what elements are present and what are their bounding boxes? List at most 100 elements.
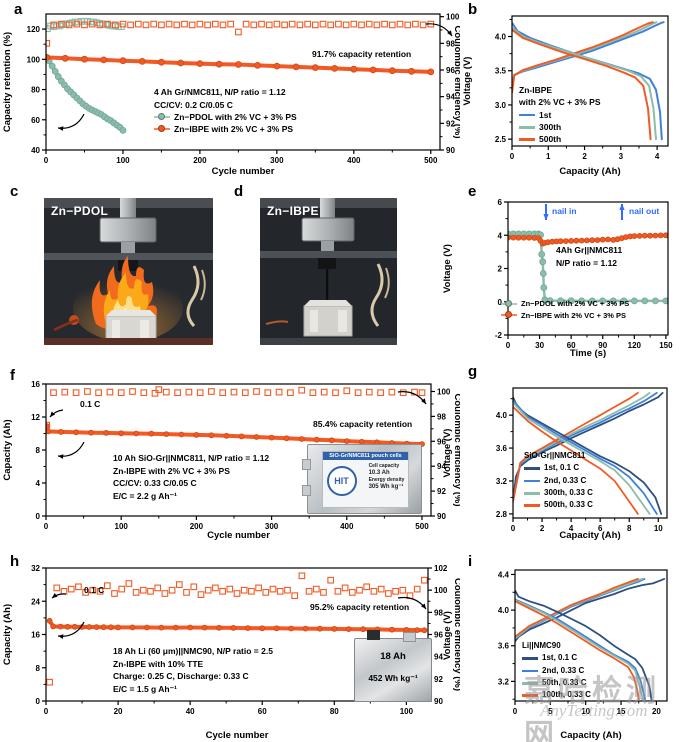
svg-text:-2: -2 xyxy=(495,331,503,340)
nail-test-no-fire-illustration xyxy=(260,198,397,345)
svg-text:Capacity (Ah): Capacity (Ah) xyxy=(559,166,620,177)
legend-label: 1st xyxy=(539,109,552,120)
svg-text:400: 400 xyxy=(347,156,361,165)
panel-e-letter: e xyxy=(468,183,477,200)
svg-text:100: 100 xyxy=(446,13,460,22)
svg-text:300: 300 xyxy=(265,522,279,531)
pouch-spec-energy-label: Energy density xyxy=(368,477,405,484)
svg-text:20: 20 xyxy=(652,707,661,716)
rate-note-h: 0.1 C xyxy=(84,585,105,595)
svg-text:2: 2 xyxy=(498,265,503,274)
svg-text:3: 3 xyxy=(619,152,624,161)
svg-text:60: 60 xyxy=(258,707,267,716)
svg-text:3.5: 3.5 xyxy=(495,67,507,76)
legend-marker-icon xyxy=(522,691,538,699)
legend-marker-icon xyxy=(519,135,535,143)
pouch-cell-label: SiO-Gr/NMC811 pouch cells HIT Cell capac… xyxy=(321,451,410,508)
cell-tab-silver-icon xyxy=(402,632,416,642)
conditions-e-line1: 4Ah Gr||NMC811 xyxy=(556,245,623,255)
svg-text:90: 90 xyxy=(598,341,607,350)
svg-text:0: 0 xyxy=(510,152,515,161)
legend-g-items: 1st, 0.1 C 2nd, 0.33 C 300th, 0.33 C 500th,… xyxy=(524,462,593,511)
svg-text:10: 10 xyxy=(581,707,590,716)
legend-label: 300th, 0.33 C xyxy=(544,487,593,497)
legend-e: Zn−PDOL with 2% VC + 3% PS Zn−IBPE with 2… xyxy=(501,298,629,321)
svg-text:8: 8 xyxy=(36,664,41,673)
prismatic-cell-inset: 18 Ah 452 Wh kg⁻¹ xyxy=(354,630,432,702)
nail-in-label: nail in xyxy=(552,206,577,216)
svg-text:500: 500 xyxy=(424,156,438,165)
svg-text:3.6: 3.6 xyxy=(496,444,508,453)
photo-nail-test-zn-pdol: Zn−PDOL xyxy=(44,198,213,345)
svg-text:8: 8 xyxy=(627,524,632,533)
legend-item: 2nd, 0.33 C xyxy=(522,665,591,677)
svg-text:102: 102 xyxy=(434,564,448,573)
pouch-label-title: SiO-Gr/NMC811 pouch cells xyxy=(322,452,409,461)
chart-voltage-profiles-gr: 0 1 2 3 4 2.5 3.0 3.5 4.0 Capacity (Ah) Voltage (V… xyxy=(462,15,669,177)
pouch-tab-icon xyxy=(302,459,311,470)
svg-text:96: 96 xyxy=(434,631,443,640)
svg-text:Capacity (Ah): Capacity (Ah) xyxy=(2,419,13,480)
legend-item: 100th, 0.33 C xyxy=(522,689,591,701)
svg-text:0: 0 xyxy=(44,522,49,531)
conditions-h-line4: E/C = 1.5 g Ah⁻¹ xyxy=(113,683,177,694)
panel-b-letter: b xyxy=(468,1,478,18)
legend-label: 2nd, 0.33 C xyxy=(542,665,585,675)
legend-item: 500th xyxy=(519,133,601,145)
conditions-h: 18 Ah Li (60 μm)||NMC90, N/P ratio = 2.5… xyxy=(113,645,273,695)
svg-text:60: 60 xyxy=(567,341,576,350)
svg-text:94: 94 xyxy=(434,653,443,662)
legend-label: 50th, 0.33 C xyxy=(542,677,587,687)
cell-tab-black-icon xyxy=(367,630,381,640)
conditions-f: 10 Ah SiO-Gr||NMC811, N/P ratio = 1.12 Z… xyxy=(113,452,269,502)
svg-text:Coulombic efficiency (%): Coulombic efficiency (%) xyxy=(452,394,460,507)
svg-text:120: 120 xyxy=(27,25,41,34)
svg-text:94: 94 xyxy=(446,93,455,102)
photo-label-zn-pdol: Zn−PDOL xyxy=(51,204,109,218)
svg-text:100: 100 xyxy=(116,156,130,165)
legend-b-title2: with 2% VC + 3% PS xyxy=(519,97,601,108)
svg-text:0: 0 xyxy=(36,512,41,521)
svg-text:4: 4 xyxy=(36,479,41,488)
svg-text:92: 92 xyxy=(446,119,455,128)
watermark-url: AnyTesting.com xyxy=(540,701,648,720)
svg-text:4: 4 xyxy=(569,524,574,533)
rate-note-f: 0.1 C xyxy=(80,399,101,409)
svg-text:200: 200 xyxy=(190,522,204,531)
svg-text:2: 2 xyxy=(582,152,587,161)
conditions-h-line2: Zn-IBPE with 10% TTE xyxy=(113,658,204,669)
legend-label: 500th, 0.33 C xyxy=(544,500,593,510)
svg-text:6: 6 xyxy=(598,524,603,533)
svg-text:4.0: 4.0 xyxy=(498,606,510,615)
legend-marker-icon xyxy=(522,679,538,687)
panel-d-letter: d xyxy=(234,183,244,200)
svg-text:120: 120 xyxy=(628,341,642,350)
svg-text:30: 30 xyxy=(535,341,544,350)
panel-c-letter: c xyxy=(10,183,19,200)
svg-text:200: 200 xyxy=(193,156,207,165)
legend-i-items: 1st, 0.1 C 2nd, 0.33 C 50th, 0.33 C 100th, … xyxy=(522,652,591,701)
legend-label: 300th xyxy=(539,121,562,132)
panel-g-letter: g xyxy=(468,363,478,380)
svg-text:2.5: 2.5 xyxy=(495,135,507,144)
legend-item: Zn−IBPE with 2% VC + 3% PS xyxy=(501,310,629,322)
svg-text:Coulombic efficiency (%): Coulombic efficiency (%) xyxy=(452,578,460,691)
svg-text:150: 150 xyxy=(659,341,673,350)
svg-text:94: 94 xyxy=(437,462,446,471)
legend-b-title1: Zn-IBPE xyxy=(519,85,553,95)
legend-label: Zn−IBPE with 2% VC + 3% PS xyxy=(521,310,627,320)
svg-text:100: 100 xyxy=(434,586,448,595)
panel-h-letter: h xyxy=(10,553,20,570)
svg-text:400: 400 xyxy=(340,522,354,531)
pouch-label-specs: Cell capacity 10.3 Ah Energy density 305… xyxy=(369,463,405,491)
photo-nail-test-zn-ibpe: Zn−IBPE xyxy=(260,198,397,345)
legend-item: 500th, 0.33 C xyxy=(524,499,593,511)
conditions-h-line1: 18 Ah Li (60 μm)||NMC90, N/P ratio = 2.5 xyxy=(113,646,273,656)
chart-voltage-profiles-sio-gr: 0 2 4 6 8 10 2.8 3.2 3.6 4.0 Capacity (Ah) Voltage … xyxy=(442,387,668,541)
legend-marker-icon xyxy=(522,667,538,675)
legend-marker-icon xyxy=(519,123,535,131)
legend-label: 1st, 0.1 C xyxy=(544,463,580,473)
legend-g-title: SiO-Gr||NMC811 xyxy=(524,451,586,460)
